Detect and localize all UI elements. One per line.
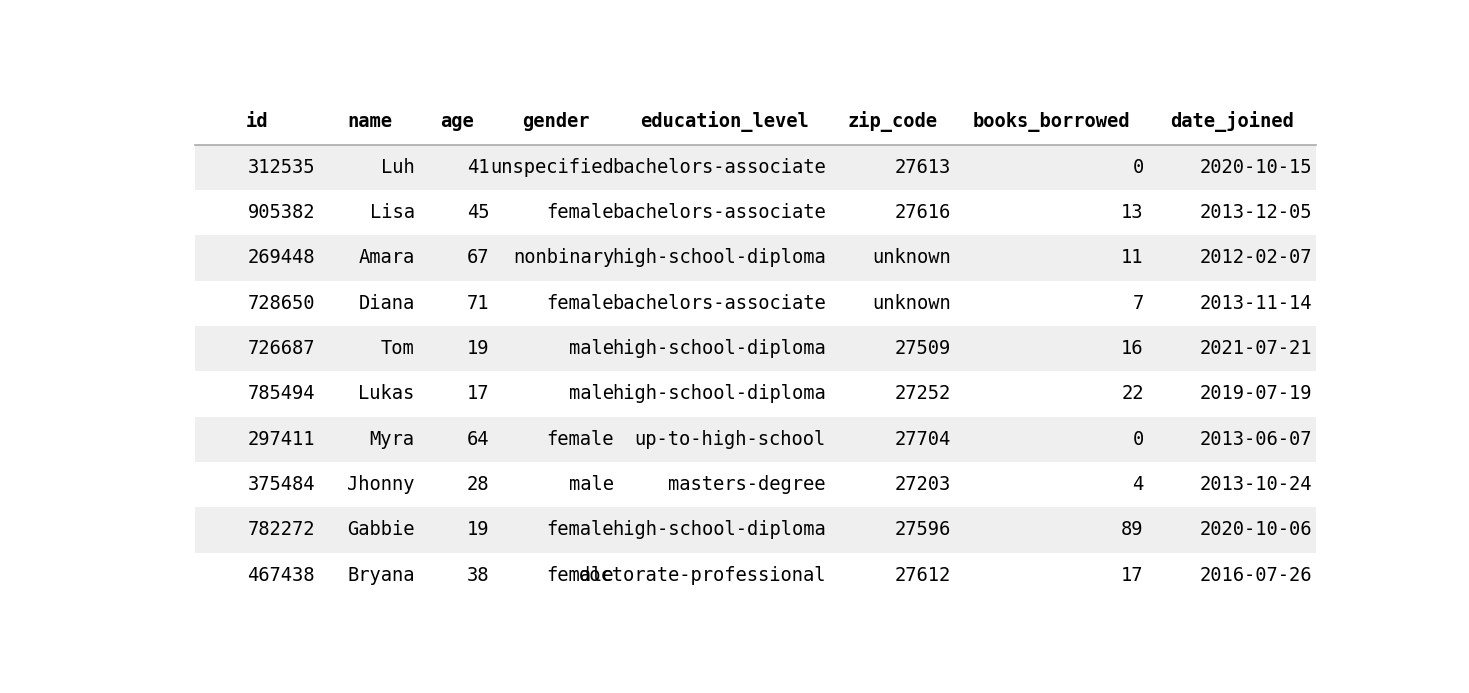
Bar (195, 416, 1316, 462)
Text: male: male (569, 339, 614, 358)
Text: 312535: 312535 (248, 158, 314, 177)
Text: gender: gender (523, 112, 591, 132)
Text: female: female (546, 203, 614, 222)
Text: 27252: 27252 (895, 385, 950, 403)
Text: name: name (347, 112, 392, 132)
Text: unknown: unknown (871, 294, 950, 313)
Text: 726687: 726687 (248, 339, 314, 358)
Text: 45: 45 (467, 203, 489, 222)
Text: Amara: Amara (358, 248, 414, 267)
Text: 2013-12-05: 2013-12-05 (1199, 203, 1312, 222)
Text: 27203: 27203 (895, 475, 950, 494)
Text: 13: 13 (1121, 203, 1144, 222)
Text: unknown: unknown (871, 248, 950, 267)
Text: Lukas: Lukas (358, 385, 414, 403)
Text: 785494: 785494 (248, 385, 314, 403)
Text: 2013-10-24: 2013-10-24 (1199, 475, 1312, 494)
Text: date_joined: date_joined (1171, 112, 1294, 132)
Bar (195, 235, 1316, 281)
Bar (195, 145, 1316, 190)
Text: 2020-10-15: 2020-10-15 (1199, 158, 1312, 177)
Text: up-to-high-school: up-to-high-school (635, 430, 826, 448)
Text: 27616: 27616 (895, 203, 950, 222)
Bar (195, 326, 1316, 371)
Text: nonbinary: nonbinary (513, 248, 614, 267)
Text: 71: 71 (467, 294, 489, 313)
Text: 16: 16 (1121, 339, 1144, 358)
Text: 2019-07-19: 2019-07-19 (1199, 385, 1312, 403)
Text: 2016-07-26: 2016-07-26 (1199, 565, 1312, 585)
Text: 19: 19 (467, 520, 489, 539)
Text: 7: 7 (1133, 294, 1144, 313)
Text: 38: 38 (467, 565, 489, 585)
Text: 467438: 467438 (248, 565, 314, 585)
Text: 2021-07-21: 2021-07-21 (1199, 339, 1312, 358)
Text: 728650: 728650 (248, 294, 314, 313)
Text: high-school-diploma: high-school-diploma (613, 339, 826, 358)
Bar (195, 371, 1316, 416)
Text: male: male (569, 385, 614, 403)
Bar (195, 99, 1316, 145)
Text: Diana: Diana (358, 294, 414, 313)
Text: bachelors-associate: bachelors-associate (613, 294, 826, 313)
Text: 27612: 27612 (895, 565, 950, 585)
Text: age: age (439, 112, 473, 132)
Bar (195, 462, 1316, 507)
Text: 2020-10-06: 2020-10-06 (1199, 520, 1312, 539)
Text: high-school-diploma: high-school-diploma (613, 248, 826, 267)
Text: bachelors-associate: bachelors-associate (613, 203, 826, 222)
Text: 905382: 905382 (248, 203, 314, 222)
Text: Luh: Luh (380, 158, 414, 177)
Text: 17: 17 (1121, 565, 1144, 585)
Text: Lisa: Lisa (370, 203, 414, 222)
Text: 2013-06-07: 2013-06-07 (1199, 430, 1312, 448)
Text: 375484: 375484 (248, 475, 314, 494)
Text: bachelors-associate: bachelors-associate (613, 158, 826, 177)
Text: Jhonny: Jhonny (347, 475, 414, 494)
Text: unspecified: unspecified (491, 158, 614, 177)
Text: female: female (546, 520, 614, 539)
Text: male: male (569, 475, 614, 494)
Text: 27613: 27613 (895, 158, 950, 177)
Text: 22: 22 (1121, 385, 1144, 403)
Text: 64: 64 (467, 430, 489, 448)
Text: 89: 89 (1121, 520, 1144, 539)
Text: female: female (546, 565, 614, 585)
Text: 67: 67 (467, 248, 489, 267)
Text: 41: 41 (467, 158, 489, 177)
Text: 4: 4 (1133, 475, 1144, 494)
Text: 11: 11 (1121, 248, 1144, 267)
Text: Bryana: Bryana (347, 565, 414, 585)
Text: masters-degree: masters-degree (668, 475, 826, 494)
Text: books_borrowed: books_borrowed (972, 112, 1130, 132)
Text: high-school-diploma: high-school-diploma (613, 385, 826, 403)
Text: doctorate-professional: doctorate-professional (579, 565, 826, 585)
Text: 0: 0 (1133, 158, 1144, 177)
Text: Myra: Myra (370, 430, 414, 448)
Text: 27596: 27596 (895, 520, 950, 539)
Text: 2013-11-14: 2013-11-14 (1199, 294, 1312, 313)
Text: 2012-02-07: 2012-02-07 (1199, 248, 1312, 267)
Bar (195, 507, 1316, 552)
Text: 28: 28 (467, 475, 489, 494)
Text: 27704: 27704 (895, 430, 950, 448)
Text: high-school-diploma: high-school-diploma (613, 520, 826, 539)
Text: education_level: education_level (640, 112, 809, 132)
Bar (195, 552, 1316, 598)
Text: 297411: 297411 (248, 430, 314, 448)
Text: 269448: 269448 (248, 248, 314, 267)
Text: 17: 17 (467, 385, 489, 403)
Text: 27509: 27509 (895, 339, 950, 358)
Text: 782272: 782272 (248, 520, 314, 539)
Text: female: female (546, 294, 614, 313)
Bar (195, 281, 1316, 326)
Text: 0: 0 (1133, 430, 1144, 448)
Text: zip_code: zip_code (848, 112, 937, 132)
Text: Gabbie: Gabbie (347, 520, 414, 539)
Text: 19: 19 (467, 339, 489, 358)
Bar (195, 190, 1316, 235)
Text: Tom: Tom (380, 339, 414, 358)
Text: female: female (546, 430, 614, 448)
Text: id: id (247, 112, 269, 132)
